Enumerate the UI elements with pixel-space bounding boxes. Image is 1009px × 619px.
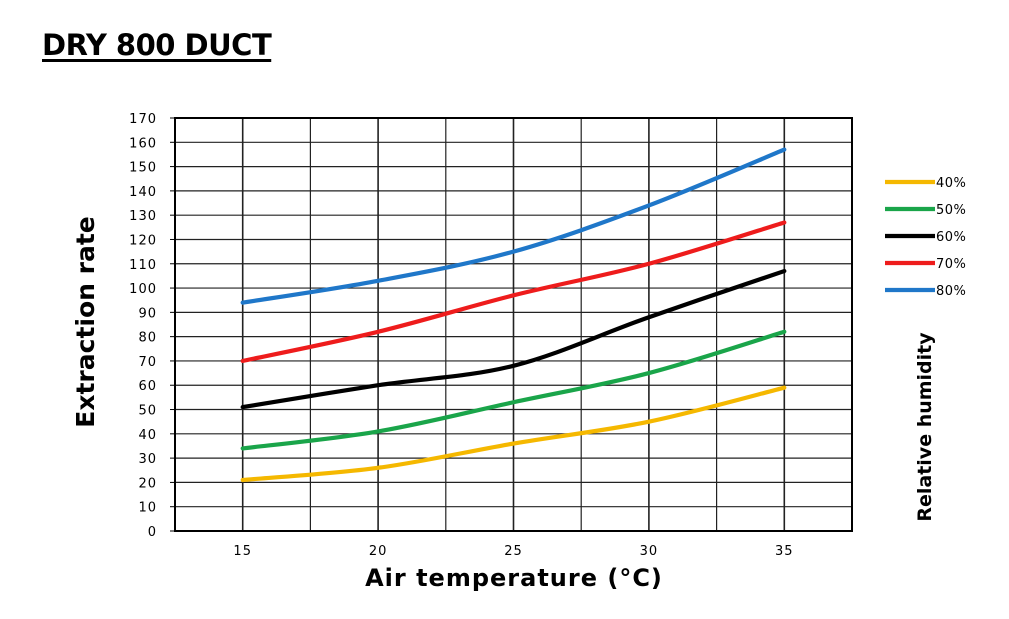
legend-label: 40% bbox=[936, 176, 966, 191]
y-tick-label: 40 bbox=[138, 428, 157, 443]
y-tick-label: 90 bbox=[138, 306, 157, 321]
y-tick-label: 80 bbox=[138, 331, 157, 346]
y-tick-label: 160 bbox=[129, 136, 157, 151]
y-tick-label: 50 bbox=[138, 404, 157, 419]
series-line-80pct bbox=[240, 147, 787, 305]
legend: 40% 50% 60% 70% 80% bbox=[885, 176, 966, 299]
x-tick-label: 15 bbox=[233, 544, 252, 559]
y-axis-ticks: 0 10 20 30 40 50 60 70 80 90 100 110 120 130 140 150 160… bbox=[129, 112, 175, 540]
y-tick-label: 120 bbox=[129, 233, 157, 248]
x-tick-label: 35 bbox=[775, 544, 794, 559]
y-tick-label: 60 bbox=[138, 379, 157, 394]
y-tick-label: 170 bbox=[129, 112, 157, 127]
legend-label: 60% bbox=[936, 230, 966, 245]
y-tick-label: 110 bbox=[129, 258, 157, 273]
chart-series bbox=[240, 147, 787, 483]
y-tick-label: 20 bbox=[138, 476, 157, 491]
legend-title: Relative humidity bbox=[914, 332, 936, 522]
legend-label: 70% bbox=[936, 257, 966, 272]
y-tick-label: 10 bbox=[138, 501, 157, 516]
x-tick-label: 30 bbox=[640, 544, 659, 559]
series-line-60pct bbox=[240, 268, 787, 410]
x-axis-label: Air temperature (°C) bbox=[365, 564, 663, 592]
x-axis-ticks: 15 20 25 30 35 bbox=[233, 544, 794, 559]
plot-frame bbox=[174, 117, 853, 532]
y-tick-label: 0 bbox=[148, 525, 157, 540]
y-axis-label: Extraction rate bbox=[71, 216, 100, 427]
x-tick-label: 25 bbox=[504, 544, 523, 559]
y-tick-label: 30 bbox=[138, 452, 157, 467]
y-tick-label: 130 bbox=[129, 209, 157, 224]
y-tick-label: 150 bbox=[129, 161, 157, 176]
y-tick-label: 100 bbox=[129, 282, 157, 297]
page-title: DRY 800 DUCT bbox=[42, 28, 272, 62]
legend-label: 50% bbox=[936, 203, 966, 218]
y-tick-label: 140 bbox=[129, 185, 157, 200]
chart-grid bbox=[174, 117, 853, 532]
y-tick-label: 70 bbox=[138, 355, 157, 370]
x-tick-label: 20 bbox=[369, 544, 388, 559]
legend-label: 80% bbox=[936, 284, 966, 299]
